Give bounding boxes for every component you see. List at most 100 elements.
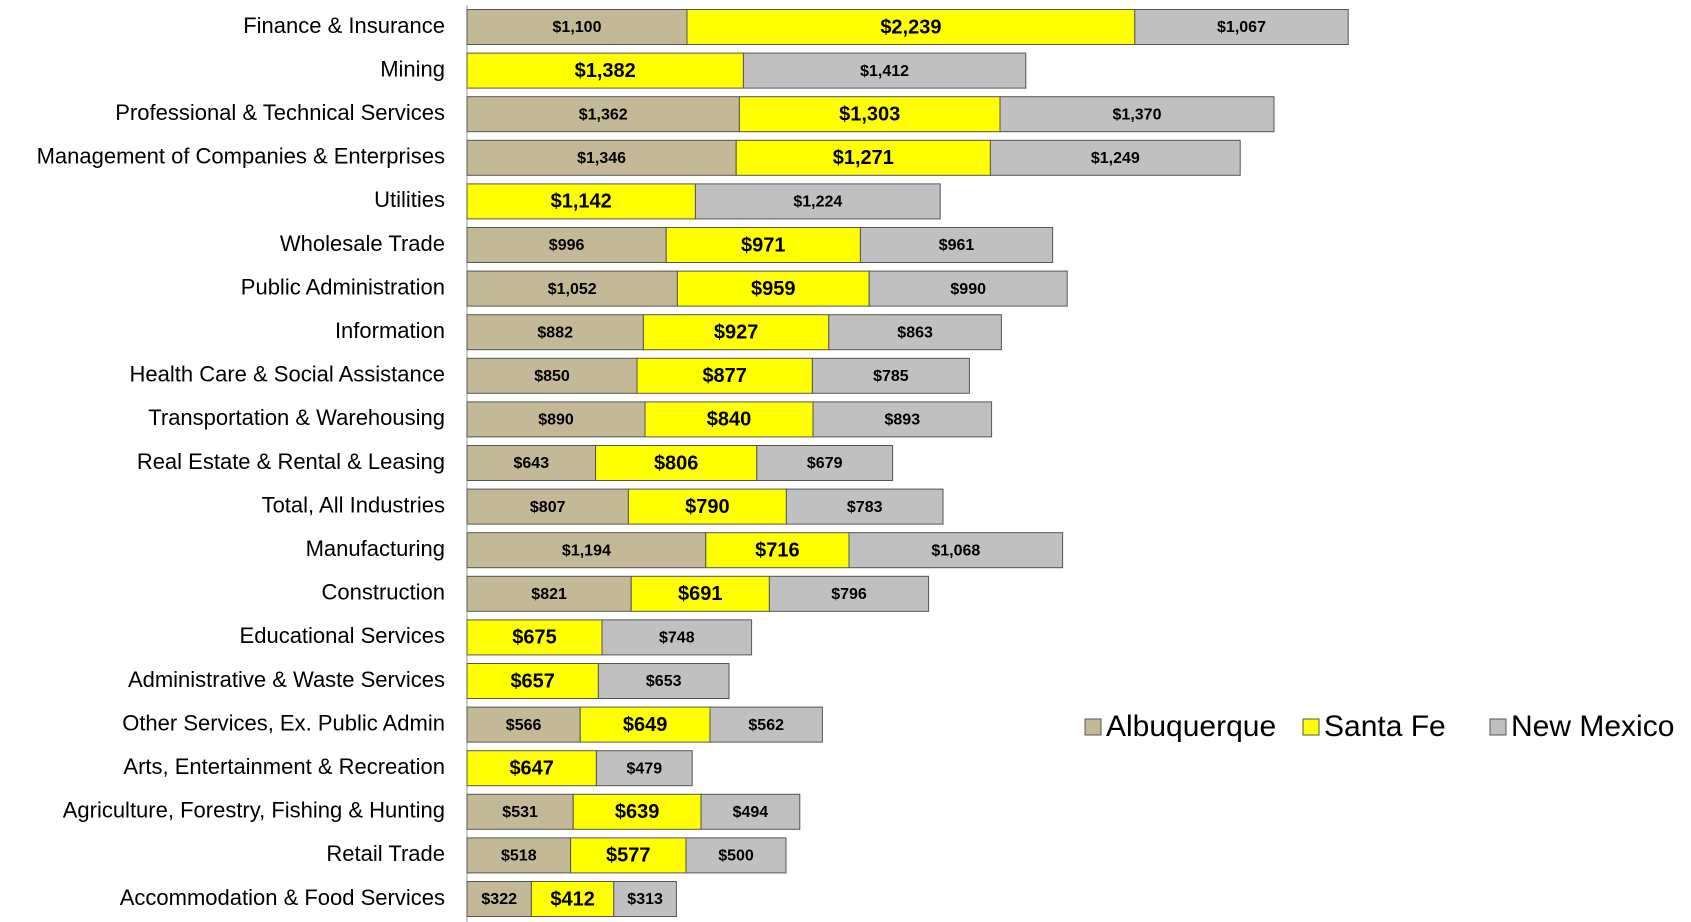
value-label: $566	[506, 717, 542, 734]
bar-segment	[466, 139, 737, 176]
value-label: $1,068	[931, 542, 980, 559]
bar-segment	[466, 750, 597, 787]
bar-segment	[811, 357, 970, 394]
value-label: $893	[885, 412, 921, 429]
bar-segment	[700, 793, 801, 830]
value-label: $806	[654, 452, 699, 474]
legend-label: Santa Fe	[1324, 710, 1446, 743]
category-label: Transportation & Warehousing	[148, 405, 445, 430]
bar-segment	[665, 227, 861, 263]
value-label: $577	[606, 845, 651, 867]
category-label: Public Administration	[241, 274, 445, 299]
bar-segment	[466, 227, 667, 263]
bar-segment	[685, 837, 787, 874]
bar-segment	[768, 575, 930, 612]
value-label: $2,239	[880, 16, 941, 38]
value-label: $863	[897, 324, 933, 341]
value-label: $821	[531, 586, 567, 603]
value-label: $500	[718, 848, 754, 865]
bar-segment	[742, 52, 1027, 89]
bar-segment	[686, 9, 1136, 45]
category-label: Construction	[321, 580, 445, 605]
bar-segment	[466, 96, 740, 133]
value-label: $643	[514, 455, 550, 472]
value-label: $1,370	[1113, 106, 1162, 123]
bar-segment	[785, 488, 944, 525]
value-label: $479	[627, 760, 663, 777]
category-label: Information	[335, 318, 445, 343]
legend-swatch	[1302, 718, 1320, 736]
category-label: Real Estate & Rental & Leasing	[137, 449, 445, 474]
bar-segment	[613, 881, 677, 917]
legend-label: Albuquerque	[1106, 710, 1276, 743]
value-label: $927	[714, 321, 759, 343]
value-label: $322	[481, 891, 517, 908]
value-label: $961	[939, 237, 975, 254]
category-label: Health Care & Social Assistance	[130, 362, 446, 387]
value-label: $1,271	[833, 147, 894, 169]
bar-segment	[595, 750, 693, 787]
bar-segment	[868, 270, 1068, 307]
value-label: $1,346	[577, 150, 626, 167]
bar-segment	[466, 575, 632, 612]
value-label: $562	[748, 717, 784, 734]
value-label: $653	[646, 673, 682, 690]
bar-segment	[705, 532, 850, 569]
value-label: $679	[807, 455, 843, 472]
bar-segment	[466, 357, 638, 394]
category-label: Mining	[380, 56, 445, 81]
value-label: $1,052	[548, 281, 597, 298]
value-label: $807	[530, 499, 566, 516]
value-label: $1,067	[1217, 19, 1266, 36]
value-label: $1,224	[793, 194, 842, 211]
value-label: $1,249	[1091, 150, 1140, 167]
value-label: $748	[659, 630, 695, 647]
bar-segment	[859, 227, 1054, 263]
category-label: Educational Services	[240, 623, 445, 648]
category-label: Retail Trade	[326, 841, 445, 866]
value-label: $877	[702, 365, 747, 387]
category-label: Administrative & Waste Services	[128, 667, 445, 692]
bar-segment	[756, 445, 894, 481]
bar-segment	[676, 270, 870, 307]
bar-segment	[1134, 9, 1349, 45]
value-label: $1,142	[551, 191, 612, 213]
value-label: $649	[623, 714, 668, 736]
value-label: $785	[873, 368, 909, 385]
bar-segment	[627, 488, 787, 525]
bar-segment	[466, 488, 629, 525]
bar-segment	[466, 837, 572, 874]
bar-segment	[989, 139, 1241, 176]
bar-segment	[848, 532, 1064, 569]
value-label: $890	[538, 412, 574, 429]
category-label: Total, All Industries	[262, 492, 445, 517]
bar-segment	[601, 619, 753, 656]
bar-segment	[595, 445, 758, 481]
bar-segment	[572, 793, 702, 830]
value-label: $971	[741, 234, 786, 256]
bar-segment	[642, 314, 830, 351]
value-label: $1,362	[579, 106, 628, 123]
value-label: $518	[501, 848, 537, 865]
bar-segment	[812, 401, 993, 438]
value-label: $783	[847, 499, 883, 516]
category-label: Agriculture, Forestry, Fishing & Hunting	[63, 798, 445, 823]
bar-segment	[466, 270, 678, 307]
bar-segment	[466, 532, 707, 569]
value-label: $996	[549, 237, 585, 254]
bar-segment	[597, 663, 730, 699]
bar-segment	[466, 401, 646, 438]
value-label: $840	[707, 409, 752, 431]
category-label: Management of Companies & Enterprises	[37, 144, 445, 169]
value-label: $412	[550, 888, 595, 910]
legend-swatch	[1489, 718, 1507, 736]
value-label: $1,194	[562, 542, 611, 559]
category-label: Wholesale Trade	[280, 231, 445, 256]
value-label: $1,100	[553, 19, 602, 36]
value-label: $990	[950, 281, 986, 298]
bar-segment	[828, 314, 1002, 351]
bar-segment	[709, 706, 823, 743]
category-label: Manufacturing	[306, 536, 445, 561]
value-label: $882	[537, 324, 573, 341]
